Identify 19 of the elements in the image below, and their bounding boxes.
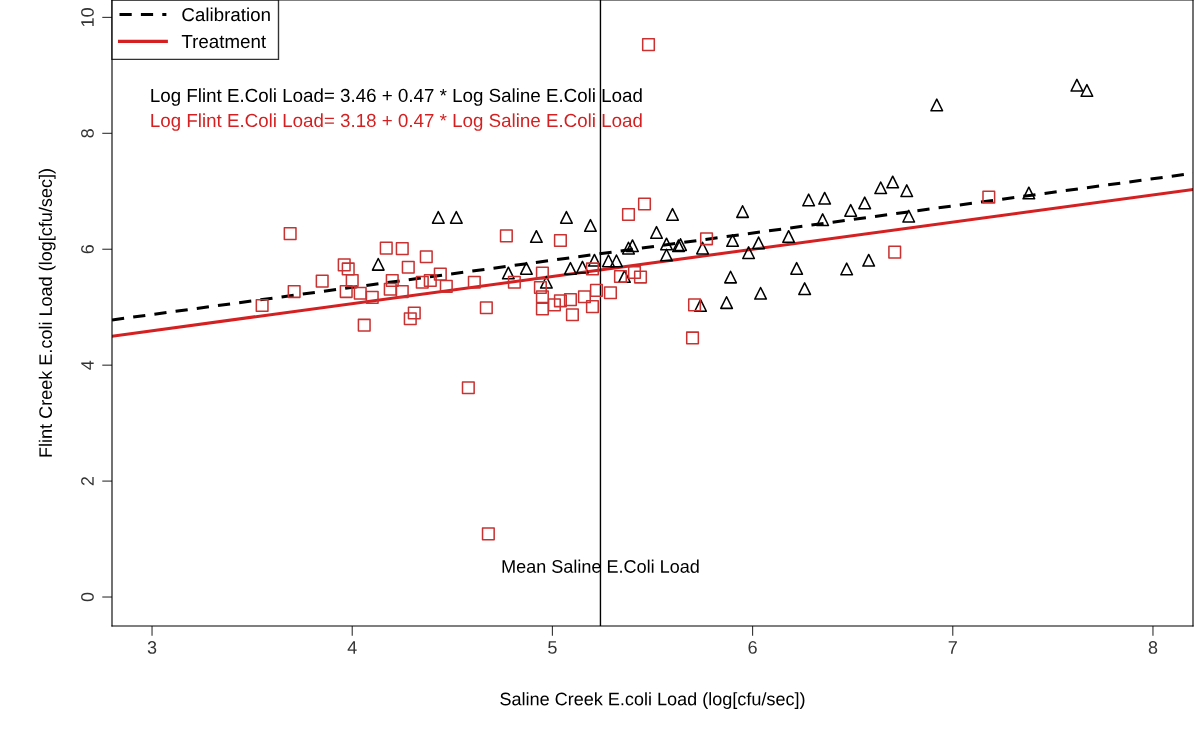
annotation: Log Flint E.Coli Load= 3.46 + 0.47 * Log Saline E.Coli Load: [151, 88, 642, 106]
y-tick-label: 0: [81, 592, 94, 602]
legend-label: Treatment: [181, 35, 266, 49]
x-tick-label: 4: [347, 641, 357, 654]
legend-label: Calibration: [182, 7, 270, 22]
y-tick-label: 6: [81, 245, 94, 254]
y-tick-label: 8: [81, 129, 94, 138]
x-tick-label: 7: [948, 641, 957, 654]
x-tick-label: 5: [548, 641, 557, 654]
x-tick-label: 8: [1148, 641, 1158, 654]
x-tick-label: 6: [748, 641, 757, 654]
x-axis-title: Saline Creek E.coli Load (log[cfu/sec]): [500, 692, 805, 709]
annotation: Log Flint E.Coli Load= 3.18 + 0.47 * Log Saline E.Coli Load: [151, 113, 642, 131]
y-axis-title: Flint Creek E.coli Load (log[cfu/sec]): [38, 169, 56, 457]
y-tick-label: 2: [81, 476, 94, 486]
ref-line-label: Mean Saline E.Coli Load: [502, 559, 699, 573]
x-tick-label: 3: [147, 641, 157, 654]
y-tick-label: 10: [81, 8, 94, 27]
y-tick-label: 4: [81, 360, 94, 370]
